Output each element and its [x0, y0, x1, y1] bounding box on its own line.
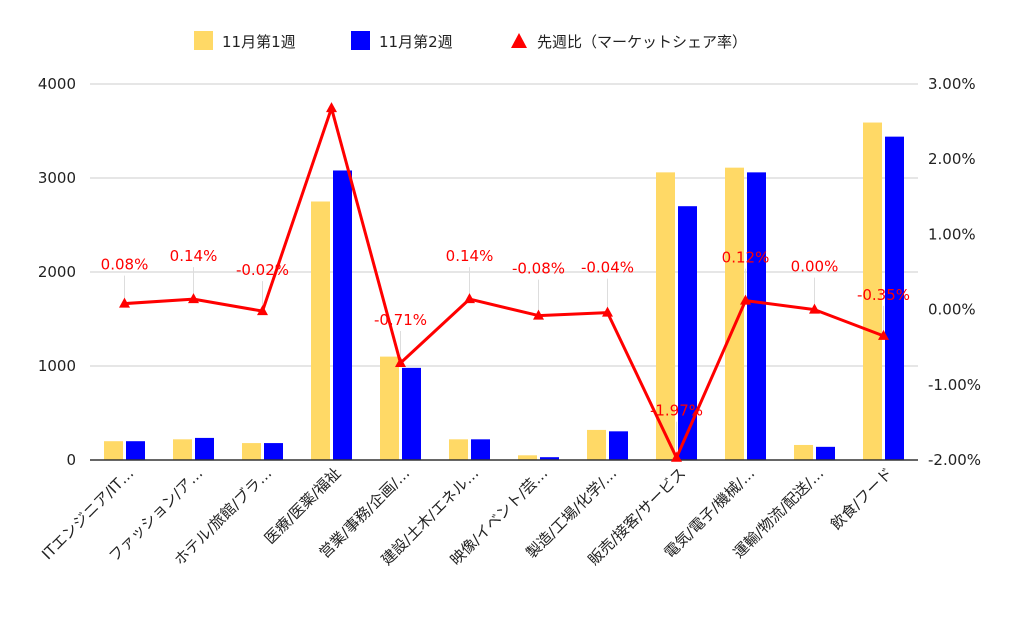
line-point-marker [878, 329, 889, 340]
bar-week1 [863, 122, 882, 460]
y-left-tick-label: 0 [66, 451, 76, 469]
bar-week1 [449, 439, 468, 460]
bar-week1 [242, 443, 261, 460]
line-series-share [124, 106, 885, 460]
y-left-tick-label: 4000 [38, 75, 76, 93]
legend-swatch-week1 [194, 31, 213, 50]
bar-week2 [609, 431, 628, 460]
data-label: 0.08% [101, 256, 149, 274]
data-label: 0.12% [722, 249, 770, 267]
data-label: -0.08% [512, 260, 565, 278]
bar-week1 [380, 356, 399, 460]
legend-label-share: 先週比（マーケットシェア率） [537, 33, 747, 51]
line-point-marker [257, 305, 268, 316]
bar-week2 [126, 441, 145, 460]
line-point-marker [395, 356, 406, 367]
bar-week1 [518, 455, 537, 460]
bar-week2 [264, 443, 283, 460]
data-label: 0.14% [170, 247, 218, 265]
bar-week1 [587, 429, 606, 460]
y-left-tick-label: 1000 [38, 357, 76, 375]
line-point-marker [602, 306, 613, 317]
bar-week2 [195, 437, 214, 460]
y-right-tick-label: 3.00% [928, 75, 976, 93]
legend-swatch-week2 [351, 31, 370, 50]
line-point-marker [671, 451, 682, 462]
data-label: -0.02% [236, 261, 289, 279]
y-right-tick-label: -2.00% [928, 451, 981, 469]
bar-week2 [816, 446, 835, 460]
y-left-tick-label: 3000 [38, 169, 76, 187]
legend-label-week2: 11月第2週 [379, 33, 453, 51]
bar-week1 [725, 167, 744, 460]
bar-week2 [678, 206, 697, 460]
line-point-marker [326, 102, 337, 113]
bar-week2 [333, 170, 352, 461]
y-right-tick-label: 0.00% [928, 301, 976, 319]
line-point-marker [188, 293, 199, 304]
y-right-tick-label: 2.00% [928, 150, 976, 168]
y-left-tick-label: 2000 [38, 263, 76, 281]
bar-week2 [885, 136, 904, 460]
bar-week1 [794, 444, 813, 460]
line-point-marker [809, 303, 820, 314]
bar-week1 [173, 439, 192, 460]
bar-week1 [656, 172, 675, 461]
data-label: -1.97% [650, 402, 703, 420]
y-right-tick-label: -1.00% [928, 376, 981, 394]
y-right-tick-label: 1.00% [928, 225, 976, 243]
legend-label-week1: 11月第1週 [222, 33, 296, 51]
bar-week2 [540, 457, 559, 460]
data-label: -0.04% [581, 259, 634, 277]
bar-week2 [747, 172, 766, 461]
bar-week1 [104, 441, 123, 460]
line-point-marker [464, 293, 475, 304]
data-label: -0.71% [374, 311, 427, 329]
data-label: 0.00% [791, 258, 839, 276]
data-label: -0.35% [857, 286, 910, 304]
line-point-marker [533, 309, 544, 320]
data-label: 0.14% [446, 247, 494, 265]
line-point-marker [740, 294, 751, 305]
bar-week2 [402, 367, 421, 460]
line-point-marker [119, 297, 130, 308]
bar-week2 [471, 439, 490, 460]
bar-week1 [311, 201, 330, 460]
x-tick-label: 飲食/フード [827, 464, 896, 533]
legend-swatch-share [511, 33, 527, 48]
